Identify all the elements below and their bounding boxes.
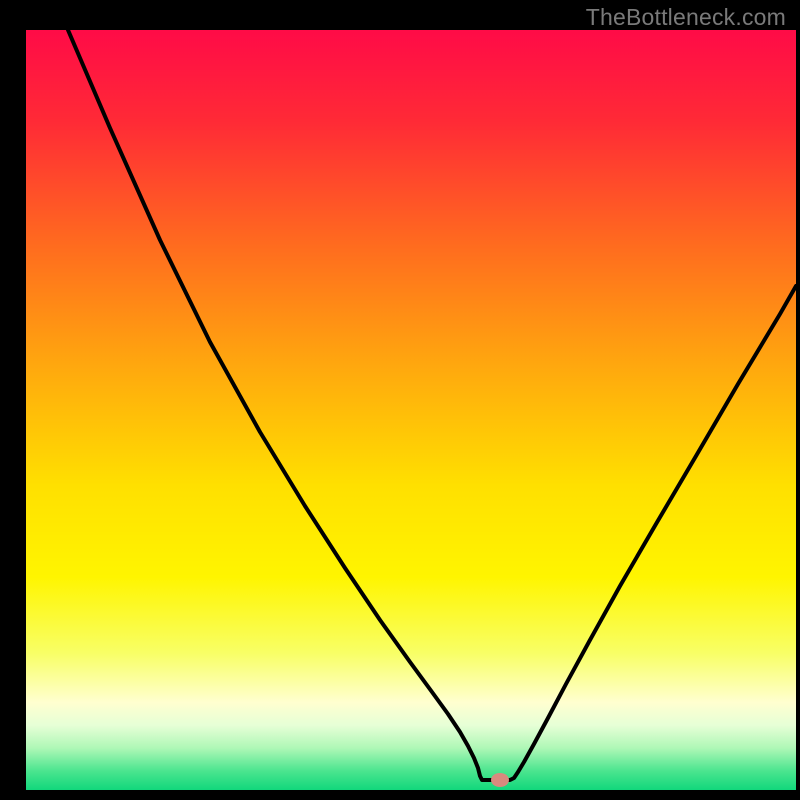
plot-area [26,30,796,790]
bottleneck-curve [0,0,800,800]
watermark-text: TheBottleneck.com [586,4,786,31]
chart-frame: TheBottleneck.com [0,0,800,800]
optimal-point-marker [491,773,509,787]
